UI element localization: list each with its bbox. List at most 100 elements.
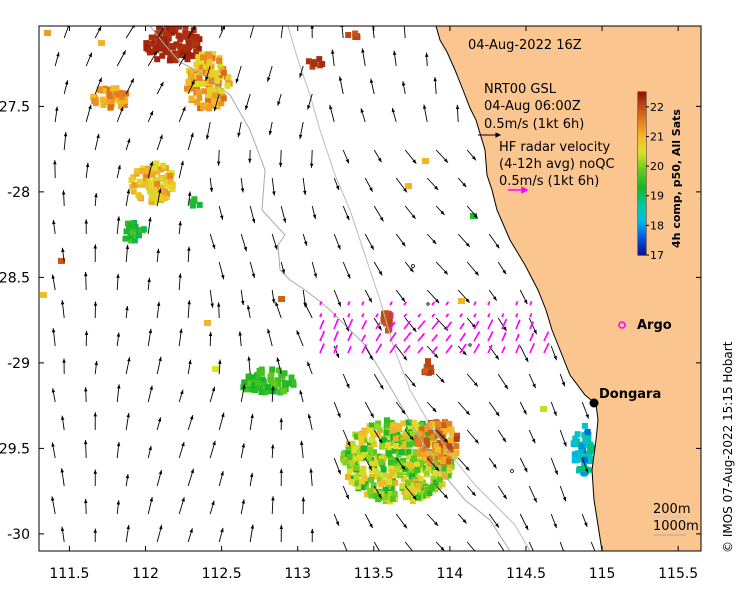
sst-pixel: [361, 432, 368, 439]
sst-pixel: [175, 32, 182, 39]
sst-pixel: [353, 461, 360, 468]
current-arrow: [401, 81, 406, 95]
current-arrow: [319, 319, 325, 330]
current-arrow: [528, 485, 538, 503]
current-arrow: [319, 312, 323, 318]
sst-pixel: [366, 441, 373, 448]
sst-pixel: [378, 458, 385, 465]
sst-pixel: [428, 485, 435, 491]
sst-pixel: [153, 47, 159, 54]
sst-pixel: [359, 469, 366, 476]
current-arrow: [404, 149, 417, 164]
sst-pixel: [262, 389, 269, 396]
legend-radar-line1: HF radar velocity: [499, 140, 611, 155]
current-arrow: [403, 344, 411, 354]
current-arrow: [581, 457, 589, 474]
sst-pixel: [383, 429, 390, 436]
sst-pixel: [402, 430, 409, 437]
current-arrow: [395, 513, 408, 529]
sst-pixel: [278, 372, 285, 379]
sst-pixel: [346, 454, 353, 460]
sst-pixel: [409, 459, 416, 466]
current-arrow: [310, 26, 314, 39]
sst-pixel: [195, 54, 202, 61]
sst-pixel: [436, 440, 443, 447]
sst-pixel: [430, 421, 436, 428]
town-dot-icon: [589, 398, 599, 408]
sst-pixel: [415, 494, 421, 501]
current-arrow: [147, 496, 153, 515]
colorbar-segment: [638, 124, 646, 128]
sst-pixel: [391, 490, 398, 497]
current-arrow: [403, 301, 408, 306]
sst-pixel: [259, 376, 266, 383]
sst-pixel: [422, 368, 429, 375]
sst-pixel: [451, 453, 458, 460]
current-arrow: [417, 313, 422, 318]
sst-pixel: [364, 491, 371, 498]
colorbar-segment: [638, 252, 646, 256]
current-arrow: [309, 149, 314, 168]
colorbar-tick-label: 20: [650, 160, 664, 173]
sst-pixel: [220, 69, 227, 76]
current-arrow: [218, 261, 225, 280]
sst-pixel: [378, 491, 385, 497]
current-arrow: [187, 191, 192, 207]
colorbar-segment: [638, 113, 646, 118]
current-arrow: [276, 357, 282, 375]
sst-pixel: [413, 461, 420, 468]
current-arrow: [205, 65, 211, 82]
current-arrow: [249, 205, 256, 224]
sst-pixel-layer: [40, 26, 596, 505]
sst-pixel: [584, 428, 591, 435]
sst-pixel: [437, 470, 444, 477]
current-arrow: [156, 81, 164, 95]
current-arrow: [156, 524, 163, 543]
sst-pixel: [406, 453, 412, 460]
sst-pixel: [182, 26, 189, 30]
sst-pixel: [274, 377, 281, 384]
sst-pixel: [250, 374, 257, 381]
current-arrow: [389, 321, 396, 330]
sst-pixel: [193, 61, 200, 68]
current-arrow: [61, 247, 65, 263]
sst-pixel: [205, 92, 212, 99]
current-arrow: [125, 189, 131, 207]
current-arrow: [528, 541, 534, 551]
sst-pixel: [205, 96, 211, 103]
sst-pixel: [91, 97, 98, 104]
sst-pixel: [415, 482, 422, 489]
current-arrow: [342, 429, 351, 447]
sst-pixel: [353, 464, 360, 471]
current-arrow: [156, 469, 163, 487]
sst-pixel: [352, 34, 359, 40]
current-arrow: [459, 343, 467, 354]
current-arrow: [373, 149, 382, 163]
colorbar-tick-label: 19: [650, 190, 664, 203]
colorbar-segment: [638, 225, 646, 229]
current-arrow: [83, 439, 88, 459]
current-arrow: [459, 332, 467, 342]
sst-pixel: [182, 32, 189, 39]
sst-pixel: [216, 74, 223, 81]
sst-pixel: [210, 51, 217, 57]
current-arrow: [342, 205, 350, 221]
sst-pixel: [184, 85, 190, 92]
current-arrow: [116, 273, 120, 291]
current-arrow: [63, 80, 69, 95]
sst-pixel: [362, 452, 368, 459]
current-arrow: [237, 121, 242, 138]
sst-pixel: [122, 235, 129, 242]
current-arrow: [487, 319, 494, 330]
sst-pixel: [372, 492, 379, 499]
current-arrow: [457, 289, 470, 304]
sst-pixel: [148, 198, 155, 205]
current-arrow: [435, 373, 445, 384]
sst-pixel: [418, 426, 425, 433]
sst-pixel: [405, 183, 412, 189]
current-arrow: [435, 205, 445, 216]
current-arrow: [116, 50, 127, 67]
colorbar-segment: [638, 219, 646, 223]
current-arrow: [187, 300, 191, 319]
current-arrow: [497, 373, 509, 390]
